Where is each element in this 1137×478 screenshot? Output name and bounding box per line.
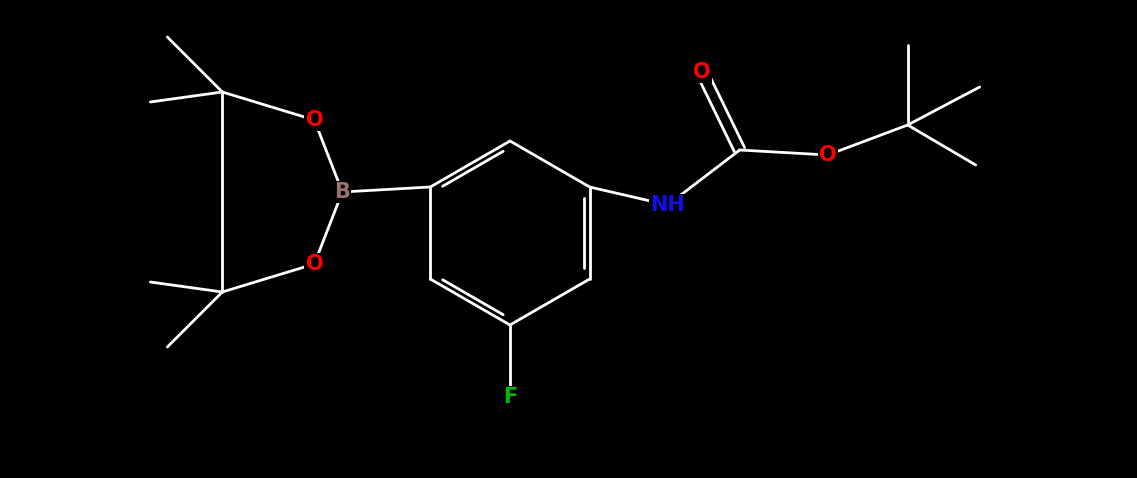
Text: B: B xyxy=(334,182,350,202)
Text: O: O xyxy=(692,62,711,82)
Text: O: O xyxy=(819,145,837,165)
Text: O: O xyxy=(306,254,323,274)
Text: O: O xyxy=(306,110,323,130)
Text: NH: NH xyxy=(650,195,686,215)
Text: F: F xyxy=(503,387,517,407)
